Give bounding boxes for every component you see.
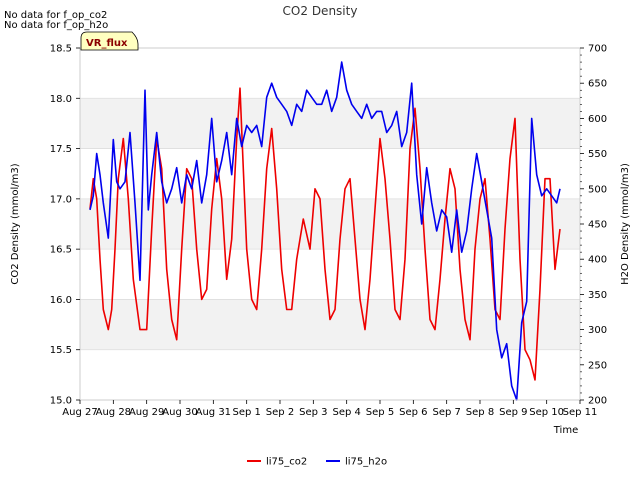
y-tick-label-6: 18.0: [50, 94, 72, 105]
no-data-note-co2: No data for f_op_co2: [4, 10, 107, 21]
y-axis-left: 15.0 15.5 16.0 16.5 17.0 17.5 18.0 18.5: [50, 44, 80, 407]
y-axis-right: 200 250 300 350 400 450 500 550 600 650 700: [580, 44, 607, 407]
badge-label: VR_flux: [86, 38, 128, 49]
legend-label-li75_co2: li75_co2: [266, 457, 307, 468]
series-line-li75_h2o: [89, 61, 561, 401]
x-tick-label-13: Sep 9: [499, 407, 527, 418]
legend: li75_co2 li75_h2o: [247, 457, 387, 468]
y2-tick-label-2: 300: [588, 325, 607, 336]
shaded-bands: [80, 98, 580, 350]
y-tick-label-1: 15.5: [50, 345, 72, 356]
chart-title: CO2 Density: [283, 4, 358, 18]
vr-flux-badge: VR_flux: [80, 31, 139, 51]
y-tick-label-5: 17.5: [50, 144, 72, 155]
x-tick-label-5: Sep 1: [232, 407, 260, 418]
x-tick-label-14: Sep 10: [529, 407, 564, 418]
no-data-note-h2o: No data for f_op_h2o: [4, 20, 108, 31]
x-tick-label-7: Sep 3: [299, 407, 327, 418]
y2-tick-label-1: 250: [588, 360, 607, 371]
series-layer: [89, 61, 561, 401]
x-tick-label-8: Sep 4: [332, 407, 360, 418]
legend-label-li75_h2o: li75_h2o: [345, 457, 387, 468]
x-tick-label-1: Aug 28: [96, 407, 131, 418]
x-tick-label-15: Sep 11: [563, 407, 598, 418]
x-axis-title: Time: [553, 425, 578, 436]
y-axis-title-left: CO2 Density (mmol/m3): [10, 163, 21, 284]
y2-tick-label-8: 600: [588, 114, 607, 125]
x-tick-label-11: Sep 7: [432, 407, 460, 418]
x-tick-label-6: Sep 2: [266, 407, 294, 418]
y-axis-title-right: H2O Density (mmol/m3): [620, 163, 631, 285]
x-tick-label-9: Sep 5: [366, 407, 394, 418]
x-tick-label-0: Aug 27: [62, 407, 97, 418]
y-tick-label-0: 15.0: [50, 396, 72, 407]
y2-tick-label-7: 550: [588, 149, 607, 160]
y2-tick-label-6: 500: [588, 184, 607, 195]
y2-tick-label-0: 200: [588, 396, 607, 407]
shaded-band-0: [80, 299, 580, 350]
y2-tick-label-5: 450: [588, 220, 607, 231]
y2-tick-label-3: 350: [588, 290, 607, 301]
x-tick-label-10: Sep 6: [399, 407, 427, 418]
x-tick-label-2: Aug 29: [129, 407, 164, 418]
x-tick-label-12: Sep 8: [466, 407, 494, 418]
series-line-li75_co2: [89, 87, 561, 381]
y-tick-label-7: 18.5: [50, 44, 72, 55]
x-tick-label-3: Aug 30: [162, 407, 197, 418]
y2-tick-label-9: 650: [588, 79, 607, 90]
x-tick-label-4: Aug 31: [196, 407, 231, 418]
y-tick-label-4: 17.0: [50, 194, 72, 205]
y-tick-label-2: 16.0: [50, 295, 72, 306]
y2-tick-label-4: 400: [588, 255, 607, 266]
y-tick-label-3: 16.5: [50, 245, 72, 256]
y2-tick-label-10: 700: [588, 44, 607, 55]
